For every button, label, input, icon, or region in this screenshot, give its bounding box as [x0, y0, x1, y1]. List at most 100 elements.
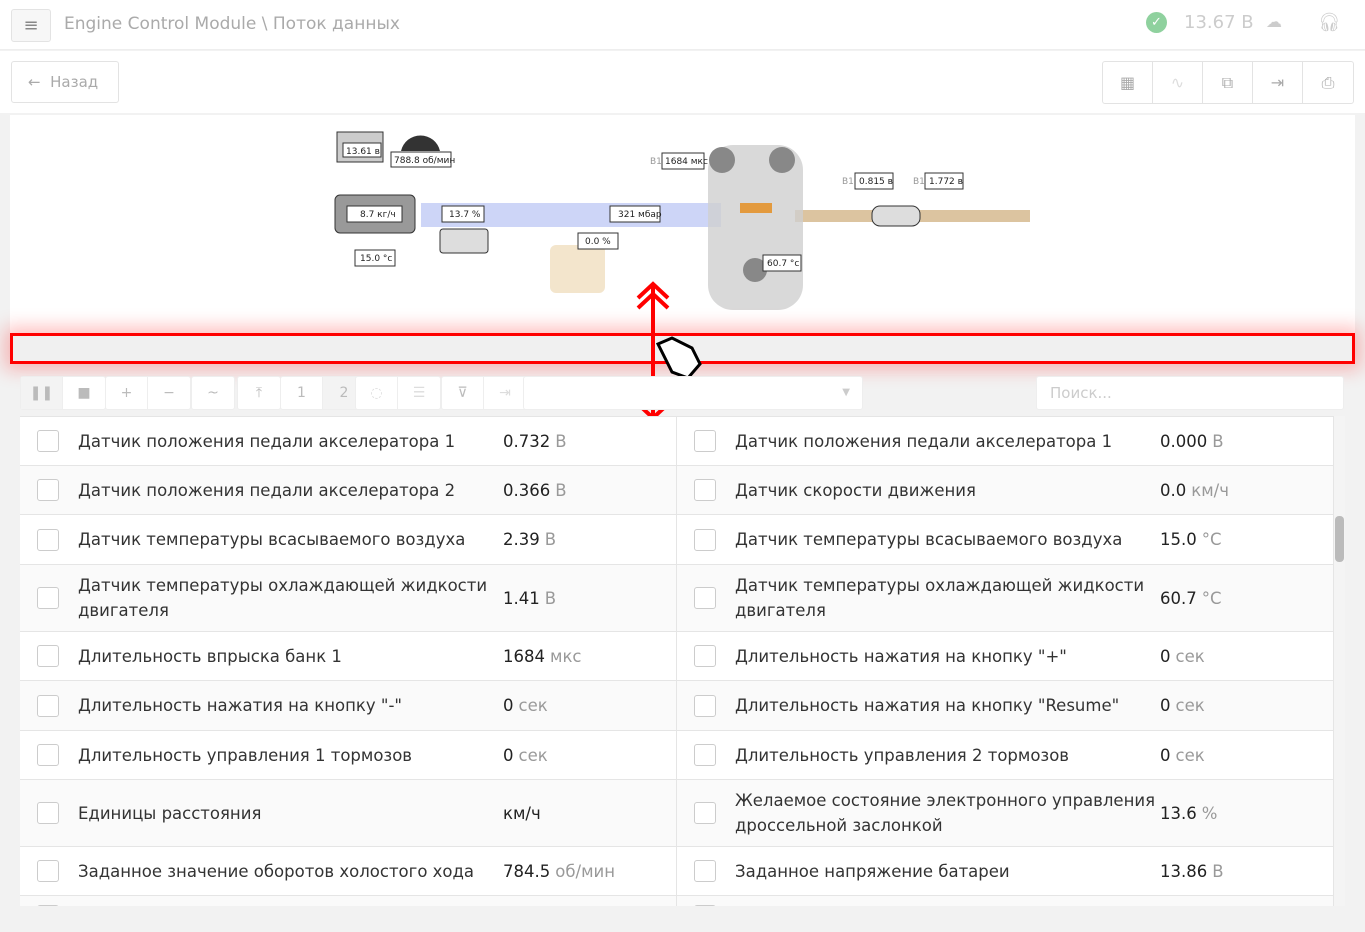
export-icon[interactable]: ⇥: [1253, 62, 1303, 103]
parameter-value: 60.7 °C: [1160, 588, 1222, 608]
filter-clear-icon[interactable]: ⊽: [442, 377, 484, 409]
catalyst: [871, 205, 921, 227]
parameter-checkbox[interactable]: [694, 860, 716, 882]
coolant-tank: [550, 245, 605, 293]
parameter-checkbox[interactable]: [694, 430, 716, 452]
cloud-download-icon[interactable]: ☁: [1266, 12, 1282, 31]
nav-bar: ← Назад ▦ ∿ ⧉ ⇥ ⎙: [0, 51, 1365, 113]
wave-icon[interactable]: ~: [207, 385, 219, 401]
parameter-checkbox[interactable]: [37, 694, 59, 717]
parameter-checkbox[interactable]: [37, 802, 59, 824]
back-button[interactable]: ← Назад: [11, 61, 119, 103]
menu-button[interactable]: ≡: [11, 9, 51, 42]
parameter-checkbox[interactable]: [694, 645, 716, 667]
parameter-checkbox[interactable]: [694, 744, 716, 766]
list-icon[interactable]: ☰: [412, 385, 426, 401]
parameter-cell: Длительность впрыска банк 1 1684 мкс: [20, 632, 677, 680]
table-row: Датчик положения педали акселератора 2 0…: [20, 466, 1334, 515]
headset-icon[interactable]: 🎧︎: [1318, 12, 1341, 33]
parameter-checkbox[interactable]: [694, 528, 716, 551]
chart-icon[interactable]: ∿: [1153, 62, 1203, 103]
parameter-cell: Датчик температуры охлаждающей жидкости …: [20, 565, 677, 631]
parameter-cell: Датчик положения педали акселератора 2 0…: [20, 466, 677, 514]
parameter-name: Длительность нажатия на кнопку "-": [78, 696, 402, 715]
chevron-down-icon: ▼: [842, 387, 850, 398]
parameter-unit: сек: [518, 745, 548, 765]
minus-icon[interactable]: −: [163, 385, 175, 401]
parameter-checkbox[interactable]: [694, 802, 716, 824]
parameter-cell: Датчик положения педали акселератора 1 0…: [677, 417, 1334, 465]
parameter-checkbox[interactable]: [694, 694, 716, 717]
filter-group: ⊽ ⇥: [441, 376, 527, 410]
goto-end-icon[interactable]: ⇥: [499, 385, 511, 401]
parameter-checkbox[interactable]: [694, 479, 716, 501]
parameter-value: 0.000 В: [1160, 431, 1224, 451]
parameter-unit: °C: [1201, 588, 1222, 608]
parameter-name: Датчик температуры охлаждающей жидкости …: [735, 576, 1145, 620]
throttle-label: 13.7 %: [449, 210, 481, 220]
fit-icon[interactable]: ⤒: [255, 385, 263, 401]
parameter-unit: В: [1212, 861, 1224, 881]
print-icon[interactable]: ⎙: [1321, 73, 1335, 92]
plus-icon[interactable]: +: [106, 377, 148, 409]
table-row: Длительность нажатия на кнопку "-" 0 сек …: [20, 681, 1334, 731]
parameter-checkbox[interactable]: [694, 587, 716, 609]
check-circle-icon: ✓: [1146, 12, 1167, 33]
parameter-checkbox[interactable]: [37, 904, 59, 906]
columns-1-button[interactable]: 1: [281, 377, 323, 409]
fullscreen-icon[interactable]: ⧉: [1203, 62, 1253, 103]
parameter-checkbox[interactable]: [37, 645, 59, 667]
svg-text:B1: B1: [842, 177, 854, 187]
svg-text:B1: B1: [913, 177, 925, 187]
parameter-name: Датчик положения педали акселератора 1: [735, 431, 1113, 451]
parameter-name: Длительность нажатия на кнопку "Resume": [735, 696, 1120, 715]
parameter-select[interactable]: ▼: [523, 376, 863, 410]
parameter-value: км/ч: [503, 803, 541, 823]
parameter-checkbox[interactable]: [37, 479, 59, 501]
grid-icon[interactable]: ▦: [1103, 62, 1153, 103]
clear-icon[interactable]: ◌: [356, 377, 398, 409]
parameter-value: 15.0 °C: [1160, 530, 1222, 549]
parameter-cell: Датчик положения педали акселератора 1 0…: [20, 417, 677, 465]
parameter-checkbox[interactable]: [694, 904, 716, 906]
parameter-unit: В: [555, 480, 567, 500]
parameter-name: Датчик положения педали акселератора 1: [78, 431, 456, 451]
parameter-checkbox[interactable]: [37, 528, 59, 551]
table-row: [20, 896, 1334, 906]
parameter-cell: Датчик температуры всасываемого воздуха …: [20, 515, 677, 564]
search-input[interactable]: Поиск...: [1036, 376, 1344, 410]
parameter-checkbox[interactable]: [37, 744, 59, 766]
parameter-name: Датчик скорости движения: [735, 480, 976, 500]
playback-group: ❚❚ ■: [20, 376, 106, 410]
pause-icon[interactable]: ❚❚: [21, 377, 63, 409]
parameter-checkbox[interactable]: [37, 587, 59, 609]
view-tools: ▦ ∿ ⧉ ⇥ ⎙: [1102, 61, 1354, 104]
scrollbar[interactable]: [1334, 416, 1345, 906]
table-row: Длительность впрыска банк 1 1684 мкс Длит…: [20, 632, 1334, 681]
parameter-unit: об/мин: [555, 861, 616, 881]
hamburger-icon: ≡: [23, 15, 39, 36]
parameter-unit: км/ч: [1191, 480, 1229, 500]
parameter-value: 0 сек: [1160, 646, 1205, 666]
labels: 13.61 в 788.8 об/мин 8.7 кг/ч 15.0 °c 13…: [342, 142, 964, 272]
fit-group: ⤒: [237, 376, 281, 410]
list-group: ◌ ☰: [355, 376, 441, 410]
parameter-name: Длительность нажатия на кнопку "+": [735, 646, 1067, 666]
app-header: ≡ Engine Control Module \ Поток данных ✓…: [0, 0, 1365, 50]
table-row: Единицы расстояния км/ч Желаемое состоян…: [20, 780, 1334, 847]
scrollbar-thumb[interactable]: [1335, 516, 1344, 562]
parameter-cell: Единицы расстояния км/ч: [20, 780, 677, 846]
parameter-cell: Датчик температуры всасываемого воздуха …: [677, 515, 1334, 564]
table-row: Датчик температуры охлаждающей жидкости …: [20, 565, 1334, 632]
parameter-cell: Длительность управления 1 тормозов 0 сек: [20, 731, 677, 779]
parameter-cell: Желаемое состояние электронного управлен…: [677, 780, 1334, 846]
parameter-checkbox[interactable]: [37, 860, 59, 882]
parameter-value: 13.6%: [1160, 803, 1218, 823]
stop-icon[interactable]: ■: [77, 385, 91, 401]
parameter-name: Датчик температуры всасываемого воздуха: [735, 530, 1123, 549]
battery-label: 13.61 в: [346, 147, 380, 157]
parameter-checkbox[interactable]: [37, 430, 59, 452]
parameter-value: 0 сек: [503, 745, 548, 765]
maf-label: 8.7 кг/ч: [360, 210, 396, 220]
